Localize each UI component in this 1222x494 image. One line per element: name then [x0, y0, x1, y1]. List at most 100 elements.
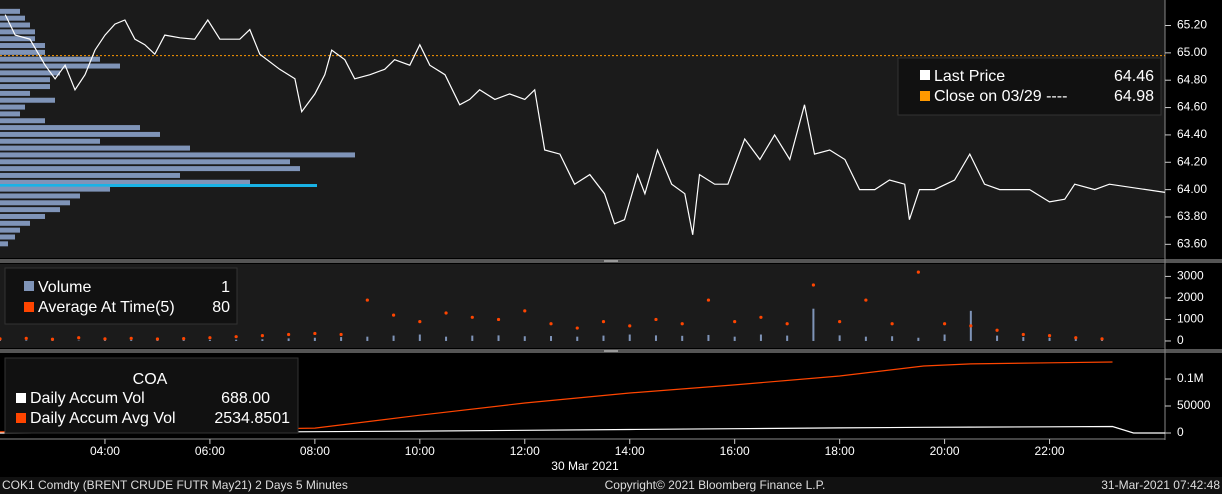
profile-bar	[0, 234, 15, 240]
volume-bar	[497, 335, 500, 341]
profile-bar	[0, 15, 25, 21]
avg-dot	[444, 311, 448, 315]
volume-bar	[523, 336, 526, 341]
avg-dot	[654, 317, 658, 322]
profile-bar	[0, 179, 250, 185]
profile-bar	[0, 213, 45, 219]
x-tick-label: 06:00	[195, 444, 225, 458]
volume-bar	[287, 338, 290, 341]
avg-dot	[77, 336, 81, 340]
y-tick-label: 64.40	[1177, 127, 1207, 141]
x-tick-label: 12:00	[510, 444, 540, 458]
handle	[604, 260, 618, 262]
footer-right: 31-Mar-2021 07:42:48	[1101, 478, 1220, 492]
y-tick-label: 64.00	[1177, 182, 1207, 196]
volume-bar	[1022, 337, 1025, 341]
profile-bar	[0, 138, 100, 144]
avg-dot	[182, 337, 186, 341]
y-tick-label: 0	[1177, 333, 1184, 347]
profile-bar	[0, 125, 140, 131]
profile-bar	[0, 207, 60, 213]
legend-value: 2534.8501	[214, 410, 290, 427]
x-tick-label: 14:00	[615, 444, 645, 458]
x-tick-label: 20:00	[930, 444, 960, 458]
avg-dot	[628, 324, 632, 328]
volume-bar	[182, 340, 185, 341]
y-tick-label: 64.80	[1177, 72, 1207, 86]
avg-dot	[733, 320, 737, 324]
volume-bar	[733, 336, 736, 341]
avg-dot	[50, 337, 55, 341]
volume-bar	[156, 340, 159, 341]
legend-swatch	[24, 281, 34, 291]
profile-bar	[0, 22, 30, 28]
avg-dot	[1021, 332, 1025, 337]
avg-dot	[391, 313, 396, 317]
profile-bar	[0, 97, 55, 103]
volume-bar	[628, 334, 631, 341]
profile-bar	[0, 193, 80, 199]
avg-dot	[838, 320, 842, 324]
volume-bar	[103, 340, 106, 341]
legend-label: Daily Accum Avg Vol	[30, 410, 176, 427]
avg-dot	[995, 328, 999, 332]
avg-dot	[155, 337, 160, 341]
volume-bar	[576, 336, 579, 341]
profile-bar	[0, 111, 20, 117]
volume-bar	[0, 340, 1, 341]
y-tick-label: 64.20	[1177, 154, 1207, 168]
x-tick-label: 18:00	[825, 444, 855, 458]
avg-dot	[418, 320, 422, 324]
y-tick-label: 1000	[1177, 312, 1204, 326]
avg-dot	[890, 322, 894, 326]
y-tick-label: 0.1M	[1177, 371, 1204, 385]
avg-dot	[942, 322, 947, 326]
volume-bar	[340, 337, 343, 341]
x-tick-label: 08:00	[300, 444, 330, 458]
volume-bar	[550, 336, 553, 341]
volume-bar	[366, 336, 369, 341]
avg-dot	[234, 335, 238, 339]
volume-bar	[445, 336, 448, 341]
avg-dot	[785, 322, 789, 326]
profile-peak	[0, 184, 317, 188]
volume-bar	[838, 335, 841, 341]
volume-bar	[208, 339, 211, 341]
x-tick-label: 10:00	[405, 444, 435, 458]
legend-box	[897, 57, 1162, 116]
avg-dot	[1100, 337, 1104, 341]
x-axis-label: 30 Mar 2021	[551, 459, 619, 473]
legend-swatch	[24, 302, 34, 312]
volume-bar	[130, 340, 133, 341]
legend-box	[4, 267, 238, 325]
profile-bar	[0, 43, 45, 49]
legend-swatch	[920, 70, 930, 80]
legend-value: 688.00	[221, 390, 270, 407]
avg-dot	[287, 332, 291, 337]
legend-value: 64.46	[1114, 68, 1154, 85]
volume-bar	[707, 334, 710, 341]
avg-dot	[496, 317, 501, 322]
legend-label: Volume	[38, 279, 91, 296]
avg-dot	[549, 322, 553, 326]
profile-bar	[0, 131, 160, 137]
profile-bar	[0, 8, 20, 14]
avg-dot	[575, 326, 579, 330]
volume-bar	[418, 334, 421, 341]
legend-box	[4, 357, 299, 434]
volume-bar	[313, 337, 316, 341]
legend-swatch	[16, 413, 26, 423]
status-bar	[0, 477, 1222, 494]
profile-bar	[0, 84, 50, 90]
profile-bar	[0, 104, 25, 110]
series-line	[4, 14, 1166, 235]
price-panel	[0, 0, 1165, 258]
footer-left: COK1 Comdty (BRENT CRUDE FUTR May21) 2 D…	[2, 478, 348, 492]
profile-bar	[0, 152, 355, 158]
y-tick-label: 3000	[1177, 269, 1204, 283]
volume-bar	[654, 335, 657, 341]
volume-bar	[235, 339, 238, 341]
y-tick-label: 2000	[1177, 290, 1204, 304]
volume-bar	[759, 334, 762, 341]
